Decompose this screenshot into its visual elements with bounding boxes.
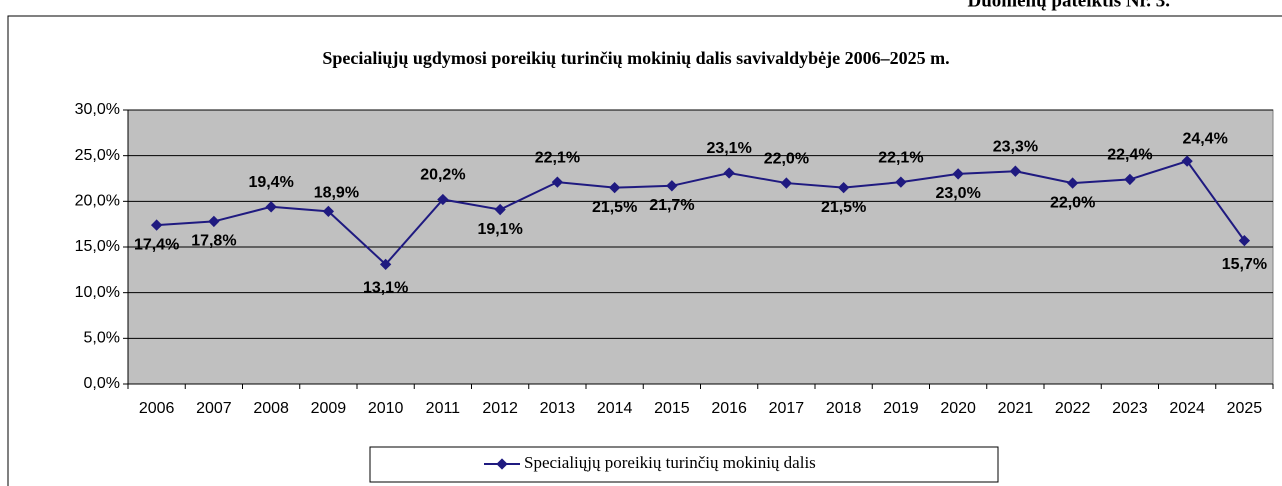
data-label: 19,1% (477, 221, 522, 238)
data-point (437, 193, 449, 206)
page-heading: Duomenų pateiktis Nr. 3. (967, 0, 1170, 11)
legend-label: Specialiųjų poreikių turinčių mokinių da… (524, 453, 816, 472)
data-point (952, 168, 964, 180)
x-tick-label: 2010 (368, 400, 404, 417)
data-label: 21,5% (821, 199, 866, 216)
data-point (1009, 165, 1022, 177)
x-tick-label: 2015 (654, 400, 690, 417)
x-tick-label: 2006 (139, 400, 175, 417)
data-label: 23,1% (706, 140, 751, 157)
data-label: 23,0% (935, 185, 980, 202)
y-tick-label: 0,0% (84, 375, 120, 392)
x-tick-label: 2022 (1055, 400, 1091, 417)
data-point (895, 176, 907, 188)
x-tick-label: 2021 (998, 400, 1034, 417)
x-tick-label: 2018 (826, 400, 862, 417)
data-point (379, 258, 392, 271)
y-tick-label: 15,0% (75, 238, 120, 255)
x-tick-label: 2012 (482, 400, 518, 417)
x-tick-label: 2013 (540, 400, 576, 417)
x-tick-label: 2025 (1227, 400, 1263, 417)
data-point (1238, 234, 1251, 247)
x-tick-label: 2023 (1112, 400, 1148, 417)
x-tick-label: 2017 (769, 400, 805, 417)
x-tick-label: 2011 (426, 400, 461, 417)
data-label: 15,7% (1222, 256, 1267, 273)
x-tick-label: 2014 (597, 400, 633, 417)
data-point (494, 203, 506, 216)
legend-marker (496, 458, 508, 470)
data-label: 22,1% (535, 149, 580, 166)
y-tick-label: 20,0% (75, 193, 120, 210)
x-tick-label: 2016 (711, 400, 747, 417)
legend-box (369, 446, 999, 483)
y-tick-label: 10,0% (75, 284, 120, 301)
data-label: 13,1% (363, 280, 408, 297)
data-label: 24,4% (1182, 130, 1227, 147)
data-label: 21,7% (649, 197, 694, 214)
data-label: 17,4% (134, 236, 179, 253)
frame (7, 15, 1282, 486)
data-label: 23,3% (993, 138, 1038, 155)
data-point (265, 201, 277, 213)
data-point (1181, 155, 1193, 167)
data-point (322, 205, 335, 218)
x-tick-label: 2019 (883, 400, 919, 417)
y-tick-label: 30,0% (75, 101, 120, 118)
data-point (208, 215, 220, 228)
data-point (780, 177, 793, 189)
data-point (723, 167, 735, 179)
data-label: 18,9% (314, 185, 359, 202)
x-tick-label: 2020 (940, 400, 976, 417)
data-label: 22,4% (1107, 147, 1152, 164)
y-tick-label: 5,0% (84, 330, 120, 347)
data-label: 17,8% (191, 233, 236, 250)
data-point (551, 176, 564, 188)
data-point (837, 181, 850, 194)
data-label: 21,5% (592, 199, 637, 216)
data-point (1124, 173, 1136, 186)
data-label: 22,0% (764, 150, 809, 167)
x-tick-label: 2007 (196, 400, 232, 417)
data-label: 19,4% (248, 174, 293, 191)
data-point (1066, 177, 1079, 189)
data-point (666, 180, 678, 192)
data-point (608, 181, 621, 194)
data-label: 22,1% (878, 149, 923, 166)
data-label: 22,0% (1050, 194, 1095, 211)
y-tick-label: 25,0% (75, 147, 120, 164)
data-label: 20,2% (420, 167, 465, 184)
data-point (150, 219, 163, 231)
series-line (156, 159, 1246, 266)
chart-title: Specialiųjų ugdymosi poreikių turinčių m… (322, 48, 949, 68)
x-tick-label: 2009 (311, 400, 347, 417)
x-tick-label: 2024 (1169, 400, 1205, 417)
x-tick-label: 2008 (253, 400, 289, 417)
